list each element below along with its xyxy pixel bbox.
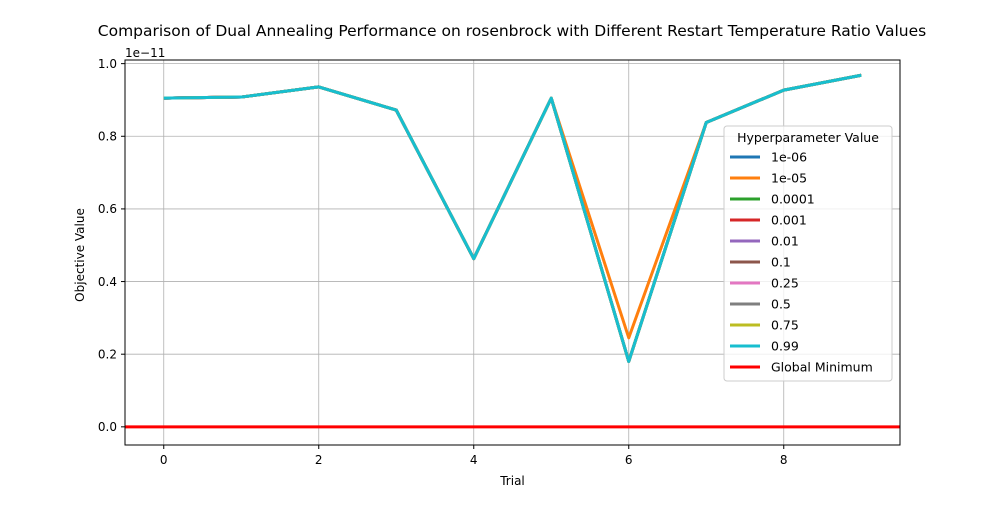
legend-label: 0.99: [771, 339, 799, 354]
legend-label: 0.001: [771, 213, 807, 228]
legend-label: 1e-06: [771, 150, 807, 165]
series-lines: [125, 73, 900, 429]
legend-label: 0.75: [771, 318, 799, 333]
legend-label: Global Minimum: [771, 360, 873, 375]
legend-label: 0.0001: [771, 192, 815, 207]
x-tick-label: 2: [315, 453, 323, 467]
y-tick-label: 0.6: [98, 202, 117, 216]
y-tick-label: 0.8: [98, 130, 117, 144]
plot-frame: [124, 59, 901, 446]
legend-label: 0.25: [771, 276, 799, 291]
legend-label: 0.5: [771, 297, 791, 312]
x-axis-label: Trial: [499, 474, 525, 488]
y-axis-label: Objective Value: [73, 208, 87, 302]
series-line: [163, 73, 862, 363]
chart-title: Comparison of Dual Annealing Performance…: [98, 22, 926, 40]
x-tick-label: 8: [780, 453, 788, 467]
legend-box: [723, 125, 893, 382]
y-tick-label: 0.0: [98, 420, 117, 434]
legend-label: 0.1: [771, 255, 791, 270]
legend-label: 1e-05: [771, 171, 807, 186]
legend-label: 0.01: [771, 234, 799, 249]
x-tick-label: 6: [625, 453, 633, 467]
x-tick-label: 0: [160, 453, 168, 467]
x-tick-label: 4: [470, 453, 478, 467]
y-offset-text: 1e−11: [125, 46, 165, 60]
axes: 0 2 4 6 8 0.0 0.2 0.4 0.6 0.8 1.0: [98, 57, 901, 467]
y-tick-label: 1.0: [98, 57, 117, 71]
legend-title: Hyperparameter Value: [737, 130, 879, 145]
y-tick-label: 0.4: [98, 275, 117, 289]
y-tick-label: 0.2: [98, 347, 117, 361]
legend: Hyperparameter Value 1e-06 1e-05 0.0001 0.00…: [723, 125, 893, 382]
